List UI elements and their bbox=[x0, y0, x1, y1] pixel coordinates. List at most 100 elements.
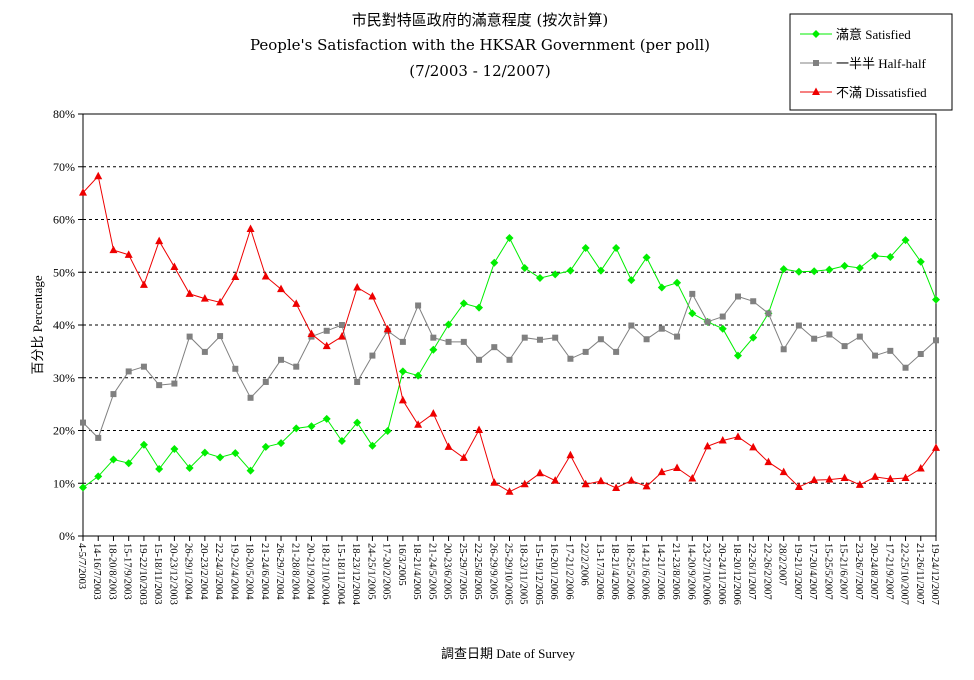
x-tick-label: 21-23/8/2006 bbox=[670, 543, 681, 600]
series-dissatisfied bbox=[79, 171, 940, 495]
data-point-half-half bbox=[750, 298, 757, 305]
data-point-satisfied bbox=[337, 437, 346, 446]
x-tick-label: 26-29/9/2005 bbox=[487, 543, 498, 600]
data-point-dissatisfied bbox=[871, 472, 880, 480]
data-point-dissatisfied bbox=[779, 467, 788, 476]
data-point-half-half bbox=[278, 356, 285, 363]
data-point-half-half bbox=[323, 327, 330, 334]
data-point-half-half bbox=[552, 334, 559, 341]
x-tick-label: 21-24/6/2004 bbox=[259, 543, 270, 600]
x-tick-label: 22-25/10/2007 bbox=[899, 543, 910, 605]
data-point-half-half bbox=[719, 313, 726, 320]
data-point-half-half bbox=[445, 338, 452, 345]
x-tick-label: 18-23/11/2005 bbox=[518, 543, 529, 604]
y-tick-label: 50% bbox=[53, 265, 75, 279]
data-point-satisfied bbox=[459, 299, 468, 308]
data-point-satisfied bbox=[627, 276, 636, 285]
data-point-satisfied bbox=[261, 442, 270, 451]
data-point-satisfied bbox=[932, 295, 940, 304]
data-point-half-half bbox=[674, 333, 681, 340]
x-tick-label: 18-23/12/2004 bbox=[350, 543, 361, 606]
data-point-dissatisfied bbox=[794, 482, 803, 490]
data-point-half-half bbox=[491, 344, 498, 351]
data-point-dissatisfied bbox=[124, 250, 133, 258]
y-tick-label: 60% bbox=[53, 213, 75, 227]
data-point-half-half bbox=[917, 351, 924, 358]
x-tick-label: 4-5/7/2003 bbox=[76, 543, 87, 589]
data-point-satisfied bbox=[520, 264, 529, 273]
data-point-half-half bbox=[430, 334, 437, 341]
data-point-half-half bbox=[567, 355, 574, 362]
data-point-dissatisfied bbox=[139, 280, 148, 288]
data-point-satisfied bbox=[657, 283, 666, 292]
x-tick-label: 26-29/7/2004 bbox=[274, 543, 285, 600]
x-tick-label: 19-24/12/2007 bbox=[929, 543, 940, 605]
data-point-satisfied bbox=[231, 449, 240, 458]
x-axis-title: 調查日期 Date of Survey bbox=[441, 646, 575, 661]
data-point-half-half bbox=[262, 378, 269, 385]
y-tick-label: 40% bbox=[53, 318, 75, 332]
data-point-dissatisfied bbox=[840, 473, 849, 481]
data-point-dissatisfied bbox=[535, 468, 544, 477]
legend: 滿意 Satisfied 一半半 Half-half 不滿 Dissatisfied bbox=[789, 13, 953, 111]
data-point-half-half bbox=[95, 434, 102, 441]
data-point-half-half bbox=[186, 333, 193, 340]
data-point-half-half bbox=[902, 364, 909, 371]
x-tick-label: 18-21/4/2005 bbox=[411, 543, 422, 600]
data-point-satisfied bbox=[155, 465, 164, 474]
data-point-dissatisfied bbox=[109, 245, 118, 254]
data-point-half-half bbox=[780, 346, 787, 353]
y-axis-title: 百分比 Percentage bbox=[30, 275, 45, 375]
data-point-satisfied bbox=[139, 440, 148, 449]
y-tick-label: 20% bbox=[53, 424, 75, 438]
data-point-dissatisfied bbox=[688, 474, 697, 482]
data-point-dissatisfied bbox=[337, 332, 346, 340]
data-point-half-half bbox=[734, 293, 741, 300]
series-satisfied bbox=[79, 233, 940, 492]
x-tick-label: 21-26/11/2007 bbox=[914, 543, 925, 604]
data-point-half-half bbox=[872, 352, 879, 359]
data-point-dissatisfied bbox=[307, 329, 316, 337]
data-point-satisfied bbox=[383, 427, 392, 436]
data-point-dissatisfied bbox=[322, 341, 331, 350]
data-point-satisfied bbox=[246, 466, 255, 475]
x-tick-label: 15-18/11/2003 bbox=[152, 543, 163, 604]
data-point-half-half bbox=[293, 363, 300, 370]
data-point-dissatisfied bbox=[200, 294, 209, 302]
data-point-half-half bbox=[597, 336, 604, 343]
x-tick-label: 14-21/7/2006 bbox=[655, 543, 666, 600]
x-tick-label: 20-23/2/2004 bbox=[198, 543, 209, 600]
data-point-dissatisfied bbox=[810, 475, 819, 484]
data-point-satisfied bbox=[307, 422, 316, 431]
data-point-dissatisfied bbox=[170, 262, 179, 270]
data-point-satisfied bbox=[414, 371, 423, 380]
x-tick-label: 25-29/7/2005 bbox=[457, 543, 468, 600]
x-tick-label: 17-21/9/2007 bbox=[883, 543, 894, 600]
x-tick-label: 13-17/3/2006 bbox=[594, 543, 605, 600]
data-point-dissatisfied bbox=[231, 272, 240, 280]
data-point-satisfied bbox=[688, 309, 697, 318]
data-point-dissatisfied bbox=[383, 324, 392, 333]
data-point-dissatisfied bbox=[185, 289, 194, 297]
data-point-dissatisfied bbox=[398, 395, 407, 404]
data-point-dissatisfied bbox=[764, 457, 773, 466]
data-point-satisfied bbox=[368, 441, 377, 450]
data-point-dissatisfied bbox=[414, 420, 423, 428]
x-tick-label: 15-17/9/2003 bbox=[122, 543, 133, 600]
x-tick-label: 14-21/6/2006 bbox=[640, 543, 651, 600]
data-point-satisfied bbox=[185, 463, 194, 472]
data-point-dissatisfied bbox=[353, 283, 362, 291]
data-point-half-half bbox=[933, 337, 939, 344]
data-point-satisfied bbox=[79, 483, 87, 492]
data-point-satisfied bbox=[901, 236, 910, 245]
data-point-dissatisfied bbox=[429, 409, 438, 417]
x-tick-label: 17-20/4/2007 bbox=[807, 543, 818, 600]
data-point-half-half bbox=[247, 394, 254, 401]
data-point-dissatisfied bbox=[886, 474, 895, 483]
data-point-dissatisfied bbox=[444, 442, 453, 450]
data-point-half-half bbox=[704, 318, 711, 325]
data-point-dissatisfied bbox=[703, 441, 712, 450]
data-point-satisfied bbox=[353, 418, 362, 427]
legend-item-dissatisfied: 不滿 Dissatisfied bbox=[800, 85, 927, 100]
